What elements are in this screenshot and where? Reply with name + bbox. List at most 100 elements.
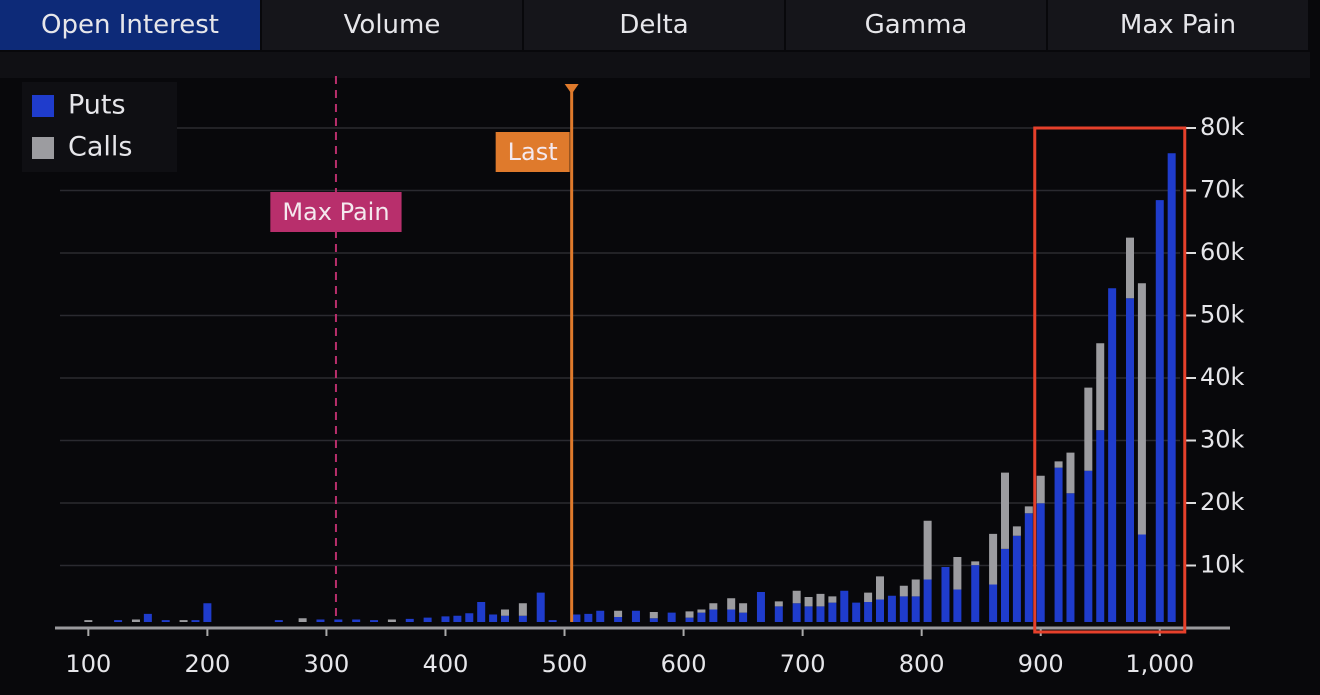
x-tick-label: 600	[661, 650, 707, 678]
bar	[876, 599, 884, 622]
bar	[709, 603, 718, 610]
bar	[923, 579, 932, 622]
tab[interactable]: Gamma	[786, 0, 1048, 50]
bar	[441, 616, 450, 622]
bar	[596, 610, 605, 622]
bar	[756, 592, 765, 622]
y-tick-label: 30k	[1200, 426, 1245, 454]
y-tick-label: 70k	[1200, 176, 1245, 204]
bar	[1084, 387, 1093, 471]
bar	[887, 595, 896, 622]
bar	[1012, 526, 1021, 536]
bar	[1096, 343, 1105, 431]
bar	[631, 610, 640, 622]
bar	[1036, 475, 1045, 504]
y-tick-label: 50k	[1200, 301, 1245, 329]
bar	[1024, 513, 1033, 622]
bar	[709, 609, 718, 622]
x-tick-label: 1,000	[1125, 650, 1194, 678]
bar	[828, 602, 837, 622]
x-tick-label: 400	[423, 650, 469, 678]
bar	[1012, 535, 1021, 622]
marker-label-box	[270, 192, 402, 232]
bar	[1001, 472, 1009, 549]
bar	[1036, 503, 1045, 622]
bar	[828, 596, 837, 603]
x-tick-label: 100	[65, 650, 111, 678]
y-tick-label: 40k	[1200, 363, 1245, 391]
bar	[804, 606, 813, 622]
bar	[971, 561, 980, 566]
bar	[1066, 493, 1075, 622]
bar	[114, 620, 123, 622]
bar	[816, 606, 825, 622]
bar	[953, 557, 962, 590]
bar	[352, 619, 361, 622]
x-tick-label: 700	[780, 650, 826, 678]
bar	[1137, 283, 1146, 535]
bar	[649, 612, 658, 619]
y-tick-label: 10k	[1200, 551, 1245, 579]
bar	[298, 618, 307, 622]
bar	[584, 613, 593, 622]
bar	[334, 619, 343, 622]
bar	[161, 620, 170, 622]
bar	[989, 584, 998, 622]
tab-bar: Open Interest Volume Delta Gamma Max Pain	[0, 0, 1310, 50]
bar	[685, 617, 694, 622]
bar	[536, 592, 545, 622]
bar	[774, 606, 783, 622]
tab[interactable]: Open Interest	[0, 0, 262, 50]
bar	[1054, 461, 1063, 468]
bar	[477, 602, 486, 622]
marker-label: Last	[495, 132, 570, 172]
bar	[685, 611, 694, 618]
bar	[941, 567, 950, 622]
bar	[911, 596, 920, 622]
bar	[548, 620, 557, 622]
bar	[1167, 153, 1176, 622]
bar	[774, 601, 783, 607]
legend-label: Puts	[68, 90, 126, 121]
y-tick-label: 80k	[1200, 113, 1245, 141]
bar	[84, 620, 93, 622]
bar	[423, 617, 432, 622]
bar	[804, 597, 813, 607]
bar	[203, 603, 212, 622]
bar	[989, 533, 998, 585]
bar	[792, 603, 801, 622]
bar	[911, 579, 920, 597]
x-tick-label: 900	[1018, 650, 1064, 678]
bar	[1066, 452, 1075, 494]
marker-label-box	[495, 132, 570, 172]
bar	[739, 603, 748, 613]
legend-swatch	[32, 137, 54, 159]
bar	[131, 619, 140, 622]
bar	[518, 615, 527, 622]
bar	[370, 620, 379, 622]
bar	[405, 618, 414, 622]
bar	[1126, 298, 1134, 622]
bar	[1001, 548, 1009, 622]
tab[interactable]: Volume	[262, 0, 524, 50]
bar	[899, 585, 908, 597]
bar	[876, 576, 884, 600]
bar	[852, 602, 861, 622]
tab[interactable]: Max Pain	[1048, 0, 1310, 50]
highlight-box	[1033, 126, 1187, 634]
bar	[864, 602, 873, 622]
bar	[465, 613, 474, 622]
bar	[649, 618, 658, 622]
bar	[792, 590, 801, 604]
marker-label-text: Last	[508, 138, 558, 166]
y-tick-label: 20k	[1200, 488, 1245, 516]
x-tick-label: 800	[899, 650, 945, 678]
x-tick-label: 300	[304, 650, 350, 678]
tab[interactable]: Delta	[524, 0, 786, 50]
bar	[667, 612, 676, 622]
x-tick-label: 200	[184, 650, 230, 678]
bar	[971, 565, 980, 622]
bar	[1108, 288, 1117, 622]
